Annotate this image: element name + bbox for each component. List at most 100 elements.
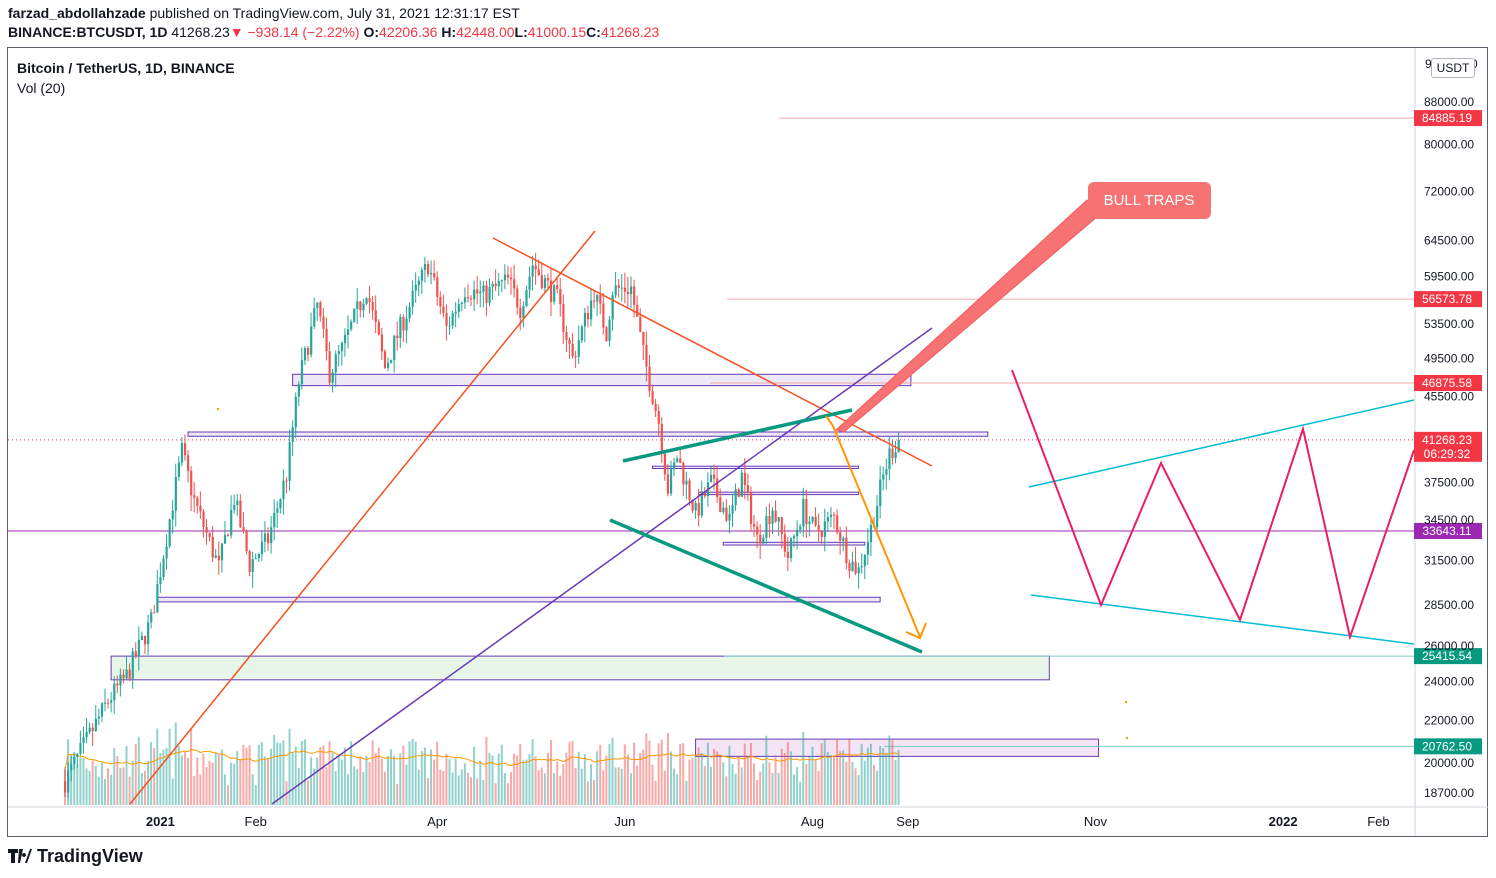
marker-dot (1125, 736, 1129, 740)
volume-bar (746, 755, 749, 805)
volume-bar (205, 767, 208, 805)
candle-body (451, 313, 454, 326)
volume-bar (251, 774, 254, 805)
candle-body (76, 753, 79, 757)
candle-body (430, 273, 433, 275)
time-tick-label: Sep (896, 814, 919, 829)
candle-body (713, 474, 716, 479)
tradingview-logo[interactable]: TradingView (8, 846, 143, 867)
support-line-box (187, 431, 989, 437)
volume-bar (113, 747, 116, 805)
candle-body (174, 476, 177, 511)
volume-bar (457, 775, 460, 805)
candle-body (159, 577, 162, 585)
volume-bar (211, 762, 214, 805)
candle-body (673, 462, 676, 470)
candle-body (660, 423, 663, 454)
candle-body (85, 731, 88, 738)
candle-body (433, 273, 436, 278)
volume-bar (476, 778, 479, 805)
volume-bar (565, 752, 568, 805)
candle-body (279, 499, 282, 509)
volume-bar (703, 765, 706, 805)
wedge-top-line (622, 408, 853, 463)
candle-body (307, 347, 310, 355)
volume-bar (134, 744, 137, 805)
price-tick-label: 45500.00 (1424, 389, 1474, 403)
volume-bar (648, 740, 651, 805)
candle-body (528, 276, 531, 290)
candle-body (808, 521, 811, 525)
volume-bar (208, 760, 211, 805)
volume-bar (510, 772, 513, 805)
candle-body (577, 340, 580, 357)
volume-bar (442, 771, 445, 805)
close-label: C: (586, 24, 601, 40)
candle-body (768, 516, 771, 524)
volume-bar (383, 771, 386, 805)
candle-body (823, 521, 826, 538)
volume-bar (820, 743, 823, 805)
volume-bar (553, 773, 556, 805)
volume-bar (894, 760, 897, 805)
price-tick-label: 9 (1425, 57, 1432, 71)
candle-body (626, 291, 630, 295)
volume-bar (300, 740, 303, 805)
candle-body (251, 559, 254, 573)
candle-body (322, 316, 325, 329)
candle-body (829, 514, 833, 518)
time-tick-label: 2021 (146, 814, 175, 829)
candle-body (863, 554, 866, 567)
volume-bar (279, 743, 282, 805)
volume-bar (199, 774, 202, 805)
volume-bar (350, 741, 353, 805)
candle-body (386, 363, 390, 368)
wedge-bottom-line (609, 518, 923, 654)
currency-button[interactable]: USDT (1431, 58, 1475, 78)
volume-bar (297, 767, 300, 805)
projection-arrow (825, 415, 921, 638)
candle-body (113, 683, 116, 701)
callout-text: BULL TRAPS (1104, 192, 1195, 209)
volume-bar (740, 767, 743, 805)
candle-body (629, 286, 633, 295)
candle-body (639, 316, 642, 332)
price-label-text: 46875.58 (1422, 376, 1472, 390)
volume-bar (639, 753, 642, 805)
volume-legend: Vol (20) (17, 80, 66, 96)
candle-body (390, 360, 393, 364)
price-label-badge (1414, 110, 1482, 127)
price-tick-label: 64500.00 (1424, 234, 1474, 248)
volume-bar (519, 744, 522, 805)
candle-body (777, 517, 780, 522)
candle-body (414, 284, 417, 291)
candle-body (476, 289, 479, 294)
candle-body (642, 331, 645, 345)
candle-body (183, 443, 187, 456)
candle-body (362, 303, 365, 311)
price-label-text: 20762.50 (1422, 739, 1472, 753)
volume-bar (749, 743, 752, 805)
volume-bar (814, 759, 817, 805)
volume-bar (799, 781, 802, 805)
volume-bar (848, 739, 851, 805)
author-name[interactable]: farzad_abdollahzade (8, 5, 146, 21)
volume-bar (897, 749, 900, 805)
volume-bar (230, 762, 233, 805)
volume-bar (522, 760, 525, 805)
volume-bar (713, 748, 716, 805)
candle-body (359, 301, 362, 311)
candle-body (177, 462, 181, 477)
candle-body (325, 328, 328, 352)
candle-body (97, 716, 101, 719)
candle-body (297, 384, 300, 397)
volume-bar (879, 746, 882, 805)
volume-bar (245, 747, 248, 805)
candle-body (254, 558, 257, 560)
candle-body (789, 538, 793, 558)
volume-bar (623, 744, 626, 805)
candle-body (140, 635, 144, 641)
candle-body (737, 489, 740, 497)
volume-bar (374, 753, 377, 805)
